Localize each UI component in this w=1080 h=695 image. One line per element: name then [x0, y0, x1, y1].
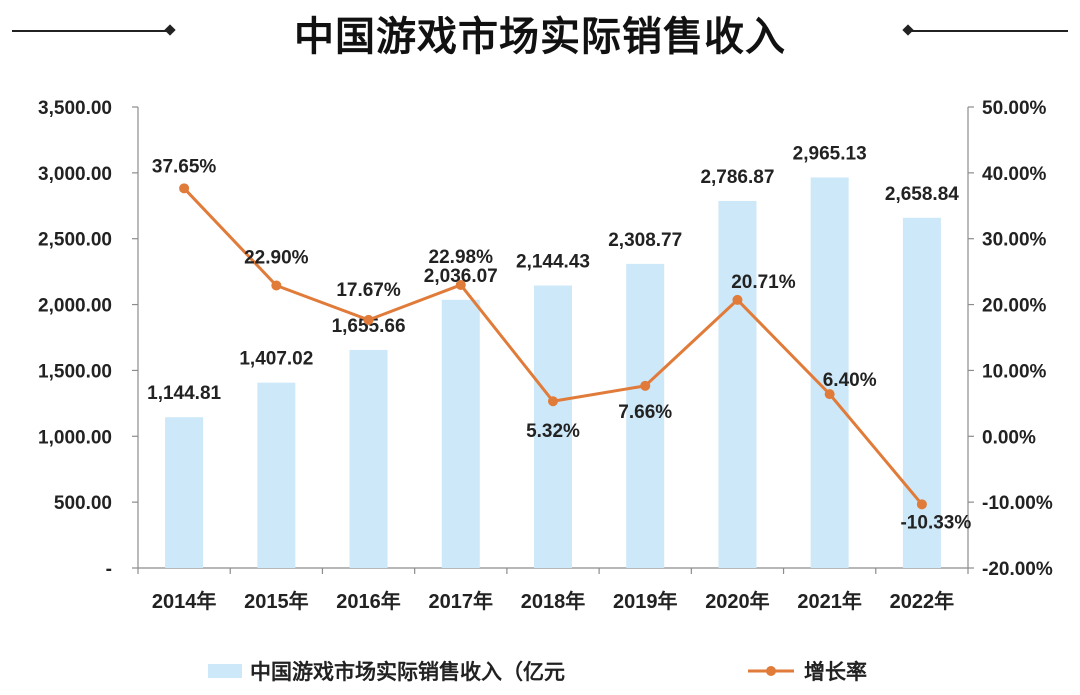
x-tick-label: 2020年 [705, 589, 770, 613]
y-left-tick-label: 1,500.00 [38, 361, 112, 382]
bar [534, 285, 572, 568]
x-tick-label: 2021年 [797, 589, 862, 613]
growth-value-label: 5.32% [526, 421, 580, 442]
bar [626, 263, 665, 568]
y-left-tick-label: - [106, 559, 112, 580]
x-tick-label: 2016年 [336, 589, 401, 613]
bar [165, 417, 204, 568]
title-row: 中国游戏市场实际销售收入 [0, 0, 1080, 70]
y-right-tick-label: 30.00% [982, 230, 1047, 251]
y-right-tick-label: 50.00% [982, 98, 1047, 119]
x-tick-label: 2018年 [521, 589, 586, 613]
y-left-tick-label: 2,500.00 [38, 230, 112, 251]
y-left-tick-label: 3,000.00 [38, 164, 112, 185]
title-right-line [910, 30, 1068, 32]
growth-value-label: 22.90% [244, 247, 309, 268]
legend-bar-swatch [208, 664, 242, 678]
growth-point [363, 314, 374, 325]
x-labels-group: 2014年 2015年 2016年 2017年 2018年 2019年 2020年 2021年… [152, 589, 954, 613]
y-left-tick-label: 2,000.00 [38, 296, 112, 317]
bar [718, 200, 757, 568]
x-tick-label: 2015年 [244, 589, 309, 613]
bar [257, 382, 296, 568]
legend-line-marker [766, 666, 776, 676]
growth-value-label: 20.71% [731, 272, 796, 293]
y-right-tick-label: -20.00% [982, 559, 1053, 580]
y-left-tick-label: 500.00 [54, 493, 112, 514]
title-left-line [12, 30, 170, 32]
x-tick-label: 2019年 [613, 589, 678, 613]
bar-value-label: 1,144.81 [147, 383, 221, 404]
growth-value-label: -10.33% [900, 512, 971, 533]
growth-value-label: 37.65% [152, 156, 217, 177]
bar [349, 349, 388, 568]
bar-value-label: 2,036.07 [424, 266, 498, 287]
bar-labels-group: 1,144.81 1,407.02 1,655.66 2,036.07 2,144.43… [147, 143, 959, 404]
y-right-tick-label: 20.00% [982, 296, 1047, 317]
growth-point [455, 279, 466, 290]
growth-value-label: 6.40% [823, 370, 877, 391]
growth-point [548, 396, 558, 407]
x-tick-label: 2014年 [152, 589, 217, 613]
axes-group: - 500.00 1,000.00 1,500.00 2,000.00 2,500.00 3… [38, 98, 1053, 580]
growth-value-label: 17.67% [336, 280, 401, 301]
bar-value-label: 2,658.84 [885, 184, 959, 205]
y-right-tick-label: 0.00% [982, 427, 1036, 448]
bar [902, 217, 941, 568]
x-tick-label: 2017年 [429, 589, 494, 613]
legend-bar-label: 中国游戏市场实际销售收入（亿元 [250, 660, 565, 684]
growth-point [732, 294, 743, 305]
growth-value-label: 7.66% [618, 402, 672, 423]
legend-group: 中国游戏市场实际销售收入（亿元 增长率 [208, 660, 867, 684]
y-right-tick-label: -10.00% [982, 493, 1053, 514]
bar [441, 299, 480, 568]
bar-value-label: 2,144.43 [516, 252, 590, 273]
growth-point [824, 389, 835, 400]
line-group [179, 183, 927, 510]
legend-line-label: 增长率 [804, 660, 867, 684]
growth-point [640, 380, 651, 391]
bar [810, 177, 849, 569]
y-right-tick-label: 40.00% [982, 164, 1047, 185]
bar-value-label: 2,786.87 [700, 167, 774, 188]
bars-group [165, 177, 941, 569]
bar-value-label: 1,655.66 [332, 316, 406, 337]
line-labels-group: 37.65% 22.90% 17.67% 22.98% 5.32% 7.66% 20.71%… [152, 156, 971, 533]
bar-value-label: 1,407.02 [239, 349, 313, 370]
growth-point [179, 183, 190, 194]
bar-value-label: 2,308.77 [608, 230, 682, 251]
chart-title: 中国游戏市场实际销售收入 [294, 14, 786, 60]
y-right-tick-label: 10.00% [982, 361, 1047, 382]
growth-point [271, 280, 282, 291]
y-left-tick-label: 1,000.00 [38, 427, 112, 448]
growth-value-label: 22.98% [429, 247, 494, 268]
y-left-tick-label: 3,500.00 [38, 98, 112, 119]
growth-point [916, 499, 927, 510]
x-tick-label: 2022年 [890, 589, 955, 613]
bar-value-label: 2,965.13 [793, 143, 867, 164]
